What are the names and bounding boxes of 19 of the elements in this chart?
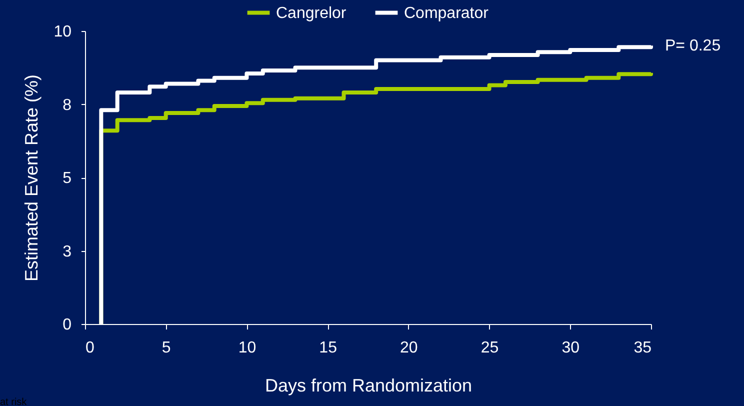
x-tick-label: 5 — [162, 340, 171, 356]
x-axis-title: Days from Randomization — [264, 376, 472, 396]
y-tick-label: 0 — [62, 316, 72, 334]
annotation: P= 0.25 — [665, 38, 721, 55]
x-tick-label: 10 — [238, 340, 256, 356]
y-tick-label: 8 — [62, 96, 72, 114]
x-tick-label: 35 — [634, 340, 652, 356]
x-tick-label: 30 — [562, 340, 580, 356]
legend-label: Comparator — [404, 4, 490, 22]
x-tick-label: 15 — [319, 340, 338, 356]
x-tick-label: 0 — [86, 340, 94, 356]
y-tick-label: 5 — [62, 170, 72, 187]
x-tick-label: 20 — [400, 340, 418, 356]
y-axis-title: Estimated Event Rate (%) — [22, 74, 42, 282]
x-tick-label: 25 — [480, 340, 499, 356]
text: at risk — [0, 397, 28, 406]
legend-label: Cangrelor — [276, 4, 347, 22]
y-tick-label: 10 — [54, 24, 72, 40]
y-tick-label: 3 — [62, 243, 72, 260]
